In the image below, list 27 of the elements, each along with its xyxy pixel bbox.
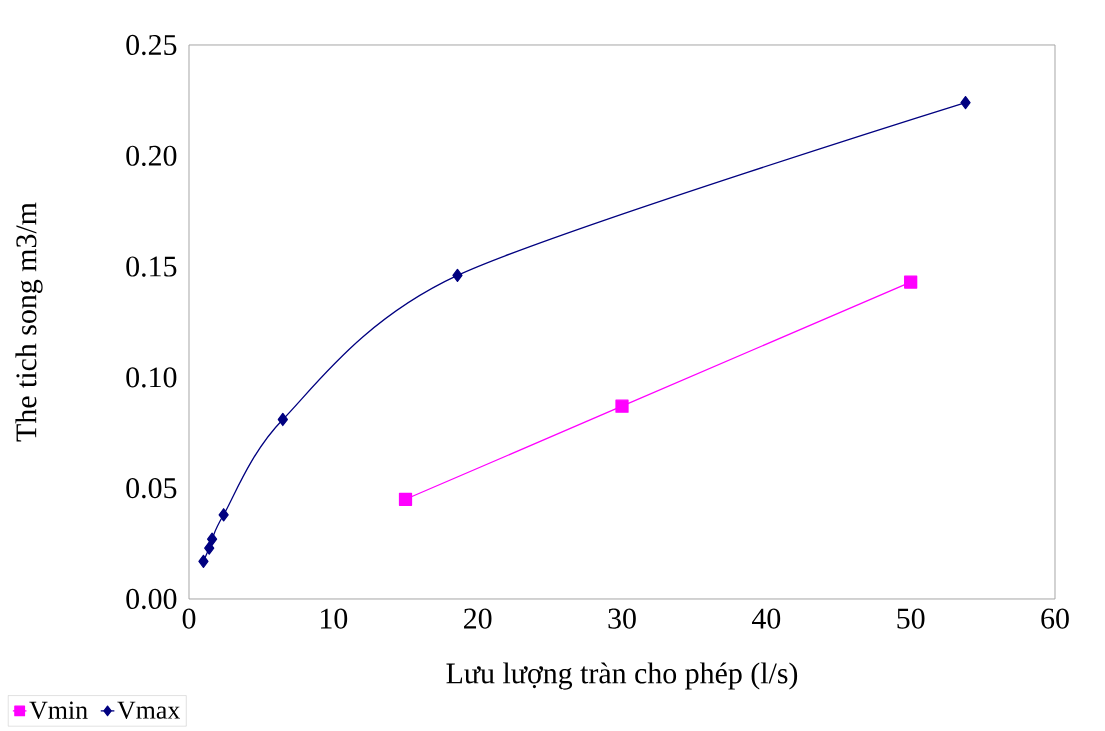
point <box>615 399 629 413</box>
point <box>206 532 218 546</box>
point <box>452 268 463 283</box>
y-tick-label: 0.10 <box>126 367 177 388</box>
y-tick-label: 0.25 <box>126 34 177 56</box>
point <box>204 541 215 555</box>
x-tick-label: 0 <box>182 608 196 629</box>
y-axis-title: The tich song m3/m <box>15 202 43 442</box>
legend-label: Vmin <box>29 701 88 720</box>
x-tick-label: 20 <box>464 608 492 629</box>
x-tick-label: 60 <box>1041 608 1069 629</box>
x-tick-label: 40 <box>751 608 781 629</box>
x-tick-label: 50 <box>897 608 925 629</box>
x-tick-label: 10 <box>321 608 348 629</box>
point <box>904 275 918 289</box>
x-tick-label: 30 <box>608 608 636 629</box>
y-tick-label: 0.00 <box>126 588 177 610</box>
x-axis-title: Lưu lượng tràn cho phép (l/s) <box>446 662 798 690</box>
legend-label: Vmax <box>117 701 180 720</box>
point <box>277 412 288 427</box>
y-tick-label: 0.15 <box>126 256 177 277</box>
point <box>198 554 209 568</box>
point <box>960 95 971 110</box>
point <box>398 492 413 506</box>
y-tick-label: 0.05 <box>126 478 177 499</box>
y-tick-label: 0.20 <box>126 145 177 166</box>
point <box>218 508 229 522</box>
